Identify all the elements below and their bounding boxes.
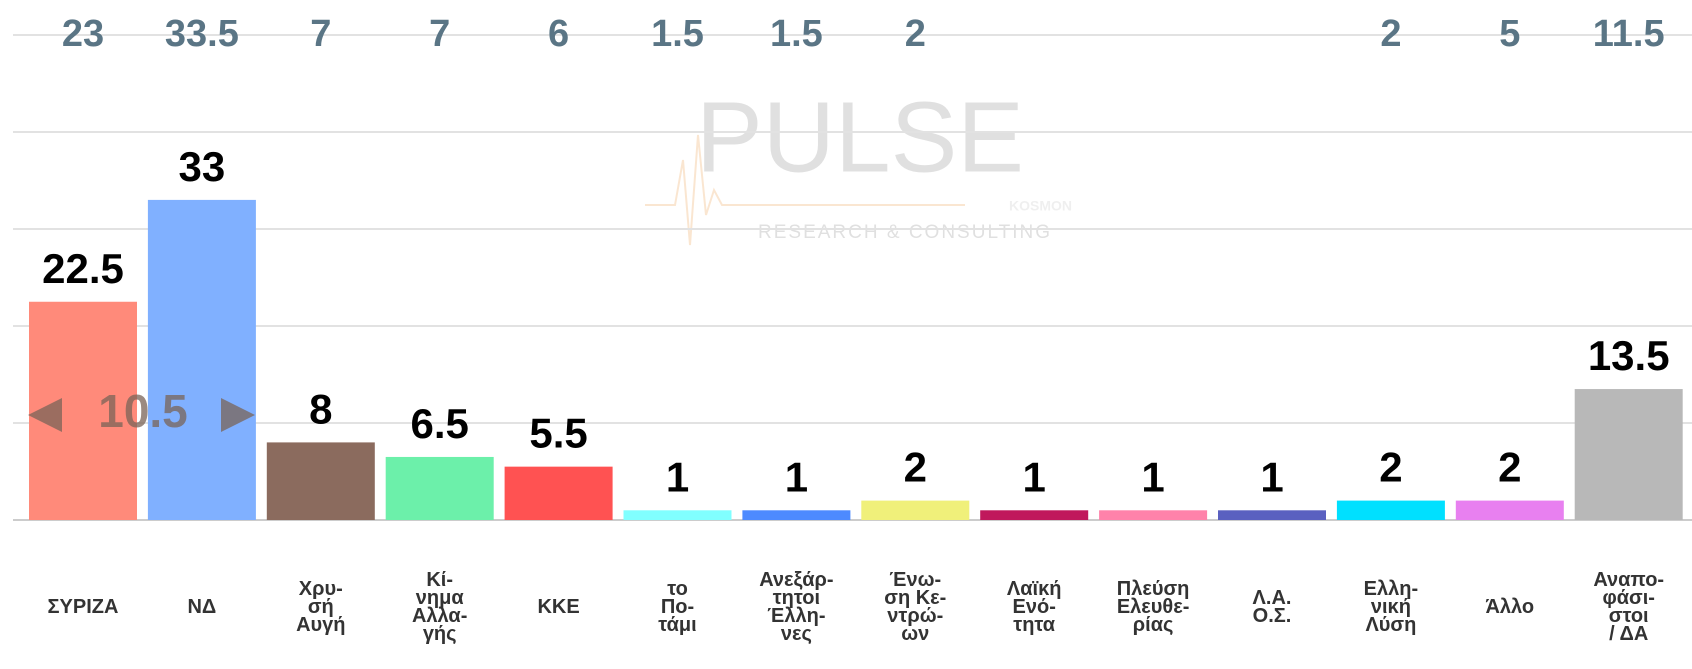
x-tick-label-line: Ανεξάρ-: [759, 569, 833, 591]
x-tick-label: Κί-νημα Αλλα-γής: [412, 569, 467, 645]
watermark-logo: PULSE: [696, 81, 1024, 193]
x-tick-label: Άλλο: [1485, 596, 1534, 618]
watermark-brand: KOSMON: [1009, 198, 1072, 214]
data-label: 1: [785, 453, 808, 500]
x-tick-label-line: Χρυ-: [299, 578, 343, 600]
x-tick-label-line: νες: [781, 623, 812, 645]
x-tick-label-line: Πλεύση: [1117, 578, 1190, 600]
x-tick-label-line: Αναπο-: [1593, 569, 1664, 591]
x-tick-label: Ένω-ση Κε-ντρώ-ων: [884, 569, 946, 645]
previous-value: 1.5: [770, 13, 823, 55]
previous-value: 33.5: [165, 13, 239, 55]
x-tick-label-line: Ελλη-: [1364, 578, 1418, 600]
x-tick-label-line: σή: [308, 596, 334, 618]
x-tick-label: Αναπο-φάσι-στοι / ΔΑ: [1593, 569, 1664, 645]
bar: [861, 500, 970, 520]
x-tick-label-line: Ενό-: [1013, 596, 1056, 618]
bar: [1099, 510, 1208, 520]
previous-value: 1.5: [651, 13, 704, 55]
bar: [504, 466, 613, 520]
x-tick-label-line: ΚΚΕ: [537, 596, 579, 618]
data-label: 6.5: [411, 400, 469, 447]
x-tick-label-line: τητα: [1013, 614, 1056, 636]
watermark: PULSE KOSMON RESEARCH & CONSULTING: [645, 81, 1072, 246]
x-tick-label-line: / ΔΑ: [1609, 623, 1648, 645]
x-tick-label: το Πο-τάμι: [658, 578, 696, 636]
x-tick-label-line: στοι: [1609, 605, 1649, 627]
x-tick-label-line: γής: [423, 623, 457, 645]
x-tick-label-line: ντρώ-: [887, 605, 943, 627]
bar: [266, 442, 375, 520]
x-tick-label-line: Λαϊκή: [1007, 578, 1062, 600]
gap-annotation: 10.5: [28, 385, 255, 437]
x-tick-label: Ελλη-νική Λύση: [1364, 578, 1418, 636]
data-label: 33: [179, 143, 226, 190]
previous-value: 6: [548, 13, 569, 55]
bar: [1218, 510, 1326, 520]
annotation: 10.5: [98, 385, 188, 437]
x-tick-label: Ανεξάρ-τητοι Έλλη-νες: [759, 569, 833, 645]
data-label: 5.5: [529, 410, 587, 457]
x-tick-label-line: Ένω-: [889, 569, 941, 591]
bar: [1574, 389, 1683, 520]
x-tick-label-line: ΝΔ: [187, 596, 216, 618]
bar: [1455, 500, 1564, 520]
arrow-left: [28, 398, 62, 432]
x-tick-label: Χρυ-σή Αυγή: [296, 578, 345, 636]
data-label: 13.5: [1588, 332, 1670, 379]
previous-value: 2: [905, 13, 926, 55]
data-label: 8: [309, 385, 332, 432]
bar: [980, 510, 1089, 520]
x-tick-label-line: Άλλο: [1485, 596, 1534, 618]
x-tick-label-line: νημα: [416, 587, 465, 609]
x-tick-label-line: Έλλη-: [767, 605, 825, 627]
x-tick-label: Λαϊκή Ενό-τητα: [1007, 578, 1062, 636]
bar: [1336, 500, 1445, 520]
x-tick-label-line: ση Κε-: [884, 587, 946, 609]
data-label: 1: [1141, 453, 1164, 500]
x-tick-label-line: Ελευθε-: [1117, 596, 1190, 618]
bar: [385, 456, 494, 520]
watermark-tagline: RESEARCH & CONSULTING: [758, 222, 1052, 243]
data-label: 1: [1023, 453, 1046, 500]
x-tick-label-line: Πο-: [661, 596, 694, 618]
data-label: 1: [1260, 453, 1283, 500]
x-tick-label: Λ.Α. Ο.Σ.: [1253, 587, 1292, 627]
previous-value: 7: [310, 13, 331, 55]
x-tick-label-line: Λ.Α.: [1253, 587, 1292, 609]
previous-value: 7: [429, 13, 450, 55]
x-tick-label: ΚΚΕ: [537, 596, 579, 618]
data-label: 1: [666, 453, 689, 500]
x-tick-label-line: φάσι-: [1602, 587, 1655, 609]
bar: [147, 199, 256, 520]
data-label: 2: [1498, 444, 1521, 491]
x-tick-label: ΝΔ: [187, 596, 216, 618]
x-tick-label-line: Αυγή: [296, 614, 345, 636]
data-label: 2: [1379, 444, 1402, 491]
x-tick-label-line: νική: [1371, 596, 1411, 618]
arrow-right: [221, 398, 255, 432]
data-label: 22.5: [42, 245, 124, 292]
data-label: 2: [904, 444, 927, 491]
previous-value: 5: [1499, 13, 1520, 55]
x-tick-label-line: ΣΥΡΙΖΑ: [48, 596, 119, 618]
previous-value: 11.5: [1593, 13, 1665, 55]
x-tick-label-line: τάμι: [658, 614, 696, 636]
x-tick-label-line: Αλλα-: [412, 605, 467, 627]
bar: [742, 510, 851, 520]
x-tick-label-line: Λύση: [1365, 614, 1416, 636]
x-tick-label-line: ων: [901, 623, 929, 645]
previous-value: 2: [1380, 13, 1401, 55]
x-tick-label-line: τητοι: [773, 587, 820, 609]
x-tick-label: Πλεύση Ελευθε-ρίας: [1117, 578, 1190, 636]
x-tick-label-line: Κί-: [426, 569, 453, 591]
x-tick-label: ΣΥΡΙΖΑ: [48, 596, 119, 618]
x-tick-label-line: ρίας: [1133, 614, 1174, 636]
x-tick-label-line: Ο.Σ.: [1253, 605, 1292, 627]
x-tick-label-line: το: [667, 578, 688, 600]
bar: [623, 510, 732, 520]
watermark-line: [645, 134, 965, 246]
previous-value: 23: [62, 13, 104, 55]
